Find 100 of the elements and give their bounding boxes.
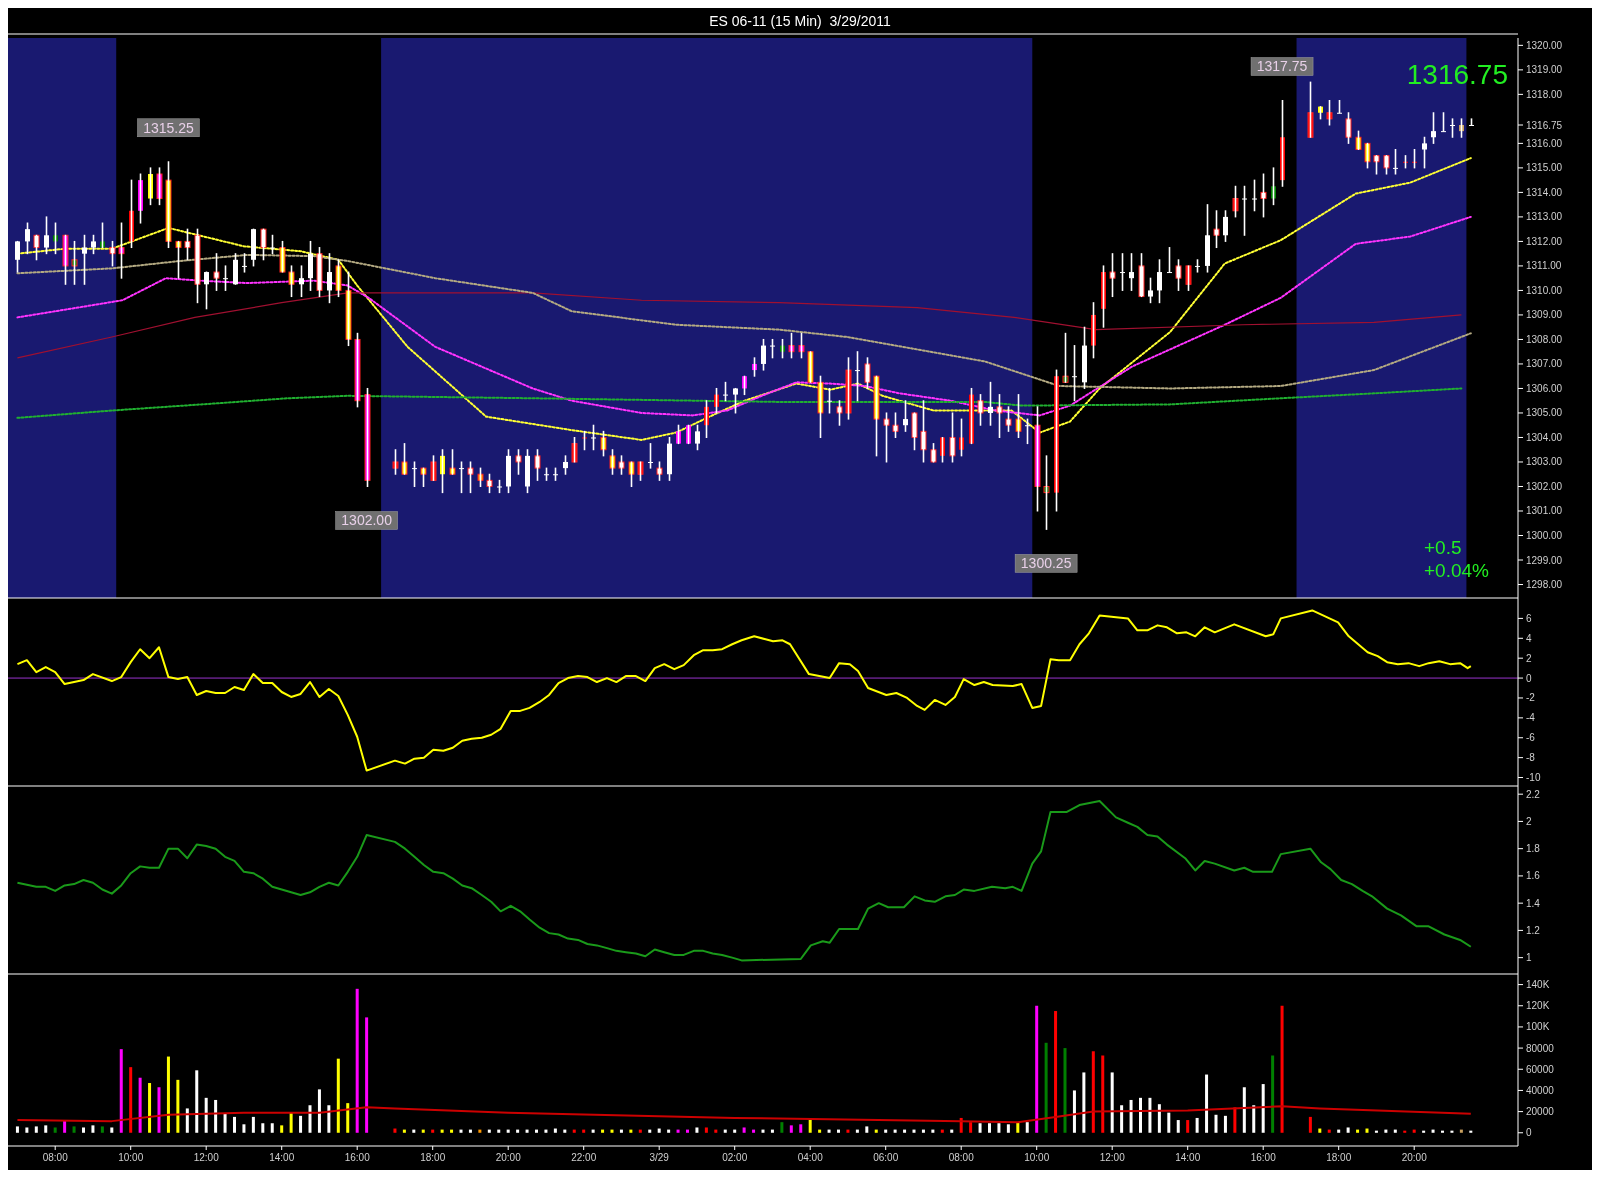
candlestick <box>1355 129 1362 151</box>
bar <box>535 1129 538 1133</box>
bar <box>997 1123 1001 1133</box>
chart-title: ES 06-11 (15 Min) 3/29/2011 <box>709 13 892 29</box>
candlestick <box>883 411 890 464</box>
candlestick <box>1232 184 1239 219</box>
bar <box>468 1129 472 1133</box>
candlestick <box>1373 154 1380 176</box>
bar <box>884 1129 888 1133</box>
bar <box>355 988 359 1133</box>
bar <box>827 1129 831 1133</box>
candlestick <box>213 252 220 292</box>
bar <box>789 1125 793 1133</box>
y-tick-label: 2 <box>1526 652 1532 664</box>
bar <box>365 1017 369 1133</box>
bar <box>1006 1124 1010 1133</box>
bar <box>317 1089 321 1133</box>
bar <box>601 1129 605 1133</box>
bar <box>1195 1117 1199 1133</box>
bar <box>1422 1130 1426 1133</box>
y-tick-label: 1313.00 <box>1526 211 1563 223</box>
bar <box>204 1097 208 1133</box>
bar <box>1120 1105 1124 1133</box>
bar <box>1318 1128 1322 1133</box>
candlestick <box>1175 258 1182 292</box>
annotation: 1315.25 <box>143 119 194 136</box>
bar <box>1139 1097 1142 1133</box>
y-tick-label: 1308.00 <box>1526 333 1563 345</box>
bar <box>582 1129 586 1133</box>
y-tick-label: 1306.00 <box>1526 382 1563 394</box>
y-tick-label: 60000 <box>1526 1063 1555 1075</box>
y-tick-label: -6 <box>1526 732 1536 744</box>
bar <box>752 1129 756 1133</box>
bar <box>1082 1072 1086 1133</box>
x-tick-label: 06:00 <box>873 1152 899 1163</box>
bar <box>270 1123 274 1133</box>
bar <box>865 1126 869 1133</box>
bar <box>44 1125 48 1133</box>
bar <box>459 1129 463 1133</box>
bar <box>346 1103 350 1133</box>
bar <box>780 1122 784 1133</box>
y-tick-label: 2 <box>1526 815 1532 827</box>
bar <box>903 1129 907 1133</box>
y-tick-label: 0 <box>1526 1127 1532 1139</box>
candlestick <box>175 240 182 280</box>
bar <box>1252 1105 1256 1133</box>
bar <box>1469 1130 1473 1133</box>
bar <box>1176 1120 1180 1133</box>
candlestick <box>656 460 663 482</box>
candlestick <box>194 227 201 304</box>
y-tick-label: 2.2 <box>1526 788 1541 800</box>
bar <box>714 1129 718 1133</box>
candlestick <box>1213 209 1220 249</box>
candlestick <box>977 393 984 427</box>
y-tick-label: 6 <box>1526 612 1532 624</box>
y-tick-label: 1320.00 <box>1526 39 1563 51</box>
candlestick <box>628 460 635 488</box>
candlestick <box>798 332 805 360</box>
candlestick <box>892 411 899 439</box>
y-tick-label: 1312.00 <box>1526 235 1563 247</box>
x-tick-label: 16:00 <box>344 1152 371 1163</box>
candlestick <box>33 233 40 262</box>
bar <box>1186 1120 1190 1133</box>
x-tick-label: 14:00 <box>269 1152 295 1163</box>
candlestick <box>1034 405 1041 513</box>
bar <box>629 1129 633 1133</box>
y-tick-label: 1.8 <box>1526 843 1541 855</box>
candlestick <box>1148 276 1153 304</box>
bar <box>1308 1116 1312 1133</box>
bar <box>412 1129 416 1133</box>
candlestick <box>1364 142 1371 170</box>
bar <box>818 1129 822 1133</box>
y-tick-label: 1315.00 <box>1526 162 1563 174</box>
candlestick <box>930 442 937 464</box>
candlestick <box>864 356 871 390</box>
bar <box>1091 1051 1095 1133</box>
bar <box>242 1124 246 1133</box>
candlestick <box>165 160 172 249</box>
bar <box>393 1128 397 1133</box>
x-tick-label: 20:00 <box>495 1152 522 1163</box>
bar <box>855 1129 859 1133</box>
bar <box>1167 1112 1171 1133</box>
x-tick-label: 12:00 <box>193 1152 220 1163</box>
candlestick <box>817 374 824 439</box>
candlestick <box>733 387 738 415</box>
candlestick <box>467 460 474 494</box>
line-series <box>16 609 1472 772</box>
bar <box>799 1124 803 1133</box>
bar <box>516 1129 520 1133</box>
candlestick <box>1383 154 1390 176</box>
bar <box>591 1129 595 1133</box>
y-tick-label: -10 <box>1526 772 1541 784</box>
candlestick <box>71 240 78 286</box>
bar <box>667 1129 671 1133</box>
line-series <box>16 799 1472 962</box>
y-tick-label: 1302.00 <box>1526 480 1563 492</box>
y-tick-label: 1319.00 <box>1526 64 1563 76</box>
bar <box>761 1129 765 1133</box>
y-tick-label: 1300.00 <box>1526 530 1563 542</box>
bar <box>1280 1005 1284 1133</box>
